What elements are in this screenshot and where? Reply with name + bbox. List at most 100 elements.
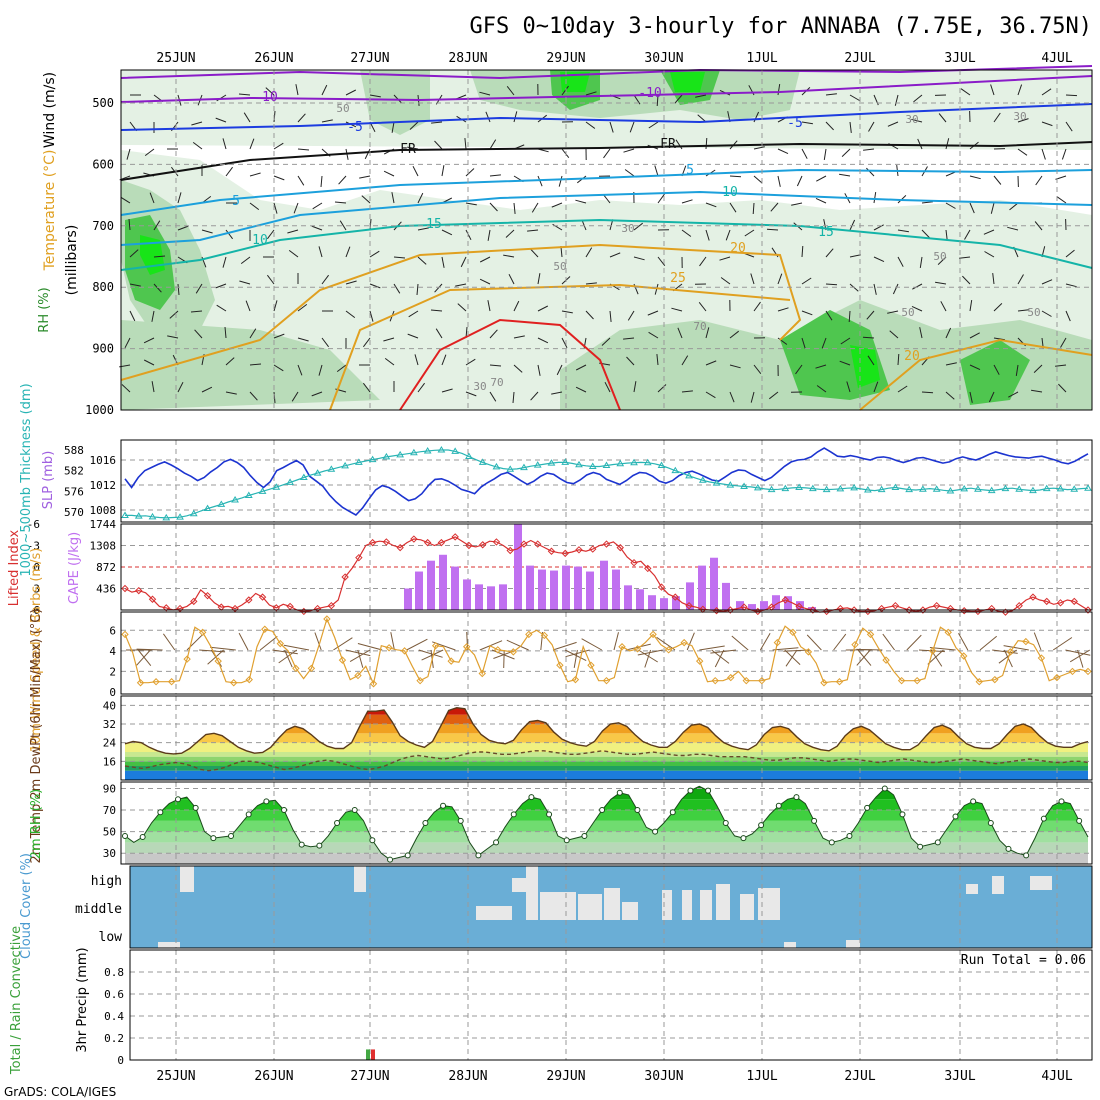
wind-barb	[489, 139, 497, 150]
rh-marker	[881, 785, 888, 792]
wind-barb	[873, 283, 877, 295]
lifted-index-marker	[382, 538, 391, 546]
rh-bands	[125, 786, 1088, 864]
wind-barb	[417, 192, 424, 204]
rh-marker	[192, 804, 199, 811]
cape-tick-label: 436	[96, 583, 116, 596]
wind-barb	[801, 337, 806, 349]
rh-marker	[740, 835, 747, 842]
wind-barb	[284, 649, 293, 668]
wind-barb	[647, 310, 659, 316]
rh-marker	[228, 832, 235, 839]
wind-speed-marker	[431, 642, 440, 650]
lifted-index-marker	[905, 606, 913, 614]
wind-speed-marker	[897, 676, 906, 685]
wind-barb	[243, 112, 251, 123]
wind-barb	[321, 337, 329, 348]
wind-barb	[391, 121, 395, 133]
cape-bar	[439, 554, 447, 610]
lifted-index-axis-label: Lifted Index	[7, 529, 22, 606]
wind-barb	[215, 283, 227, 289]
wind-speed-marker	[494, 646, 502, 654]
wind-barb	[321, 274, 329, 285]
wind-barb	[935, 281, 947, 285]
cape-tick-label: 1308	[90, 540, 117, 553]
wind-barb	[318, 364, 323, 376]
thickness-marker	[299, 473, 308, 481]
thickness-marker	[864, 485, 872, 493]
wind-speed-marker	[1022, 637, 1030, 646]
cape-bar	[451, 566, 459, 610]
wind-barb	[1069, 649, 1091, 663]
wind-speed-marker	[261, 625, 269, 633]
wind-barb	[561, 85, 569, 96]
thickness-marker	[437, 446, 446, 453]
wind-barb	[1035, 175, 1043, 186]
cape-bar	[600, 560, 608, 610]
wind-barb	[552, 641, 577, 651]
thickness-marker	[685, 471, 693, 479]
thickness-marker	[588, 462, 597, 470]
rh-marker	[457, 817, 464, 824]
wind-barb	[603, 148, 611, 159]
wind-barb	[623, 148, 635, 153]
lifted-index-marker	[809, 606, 817, 614]
thickness-marker	[410, 448, 418, 456]
precip-tick-label: 0.4	[104, 1010, 124, 1023]
wind-speed-marker	[556, 661, 564, 669]
wind-barb	[657, 256, 666, 267]
wind-barb	[421, 649, 444, 661]
rh-tick-label: 70	[103, 804, 116, 817]
wind-barb	[719, 256, 731, 261]
date-label-bottom: 26JUN	[254, 1069, 293, 1084]
isotherm-label: 5	[686, 163, 694, 178]
rh-label: 70	[490, 376, 503, 389]
wind-barb	[671, 307, 683, 312]
wind-barb	[979, 635, 998, 651]
isotherm	[399, 318, 621, 411]
rh-marker	[493, 839, 500, 846]
wind-barb	[273, 364, 284, 372]
thickness-marker	[987, 486, 996, 494]
cape-bar	[574, 566, 582, 610]
wind-barb	[1041, 148, 1046, 160]
thickness-marker	[850, 483, 859, 491]
wind-barb	[225, 166, 233, 177]
cape-bar	[499, 584, 507, 610]
thickness-marker	[396, 450, 405, 458]
thickness-marker	[341, 461, 349, 469]
wind-barb	[919, 327, 923, 339]
wind-barb	[766, 228, 779, 231]
wind-barb	[345, 89, 357, 96]
wind-barb	[126, 148, 131, 160]
wind-barb	[627, 310, 635, 321]
cape-bar	[796, 601, 804, 610]
wind-barb	[297, 364, 303, 376]
wind-barb	[833, 633, 847, 651]
temp-band	[125, 742, 1088, 752]
wind-barb	[785, 649, 798, 667]
date-label-bottom: 25JUN	[156, 1069, 195, 1084]
wind-barb	[151, 381, 155, 393]
lifted-index-marker	[148, 595, 157, 603]
wind-barb	[648, 121, 659, 129]
cape-bar	[538, 569, 546, 610]
lifted-index-marker	[258, 593, 267, 601]
wind-barb	[186, 634, 203, 651]
wind-barb	[369, 310, 374, 322]
wind-speed-marker	[463, 643, 471, 651]
wind-barb	[201, 386, 213, 393]
lifted-index-marker	[286, 602, 294, 611]
wind-barb	[505, 229, 515, 238]
wind-barb	[969, 202, 975, 214]
wind-barb	[990, 84, 995, 96]
thickness-marker	[575, 460, 583, 468]
rh-marker	[687, 787, 694, 794]
wind-barb	[637, 649, 663, 656]
thickness-marker	[616, 459, 625, 467]
wind-barb	[1041, 121, 1053, 127]
rh-label: 50	[1027, 306, 1040, 319]
temp-band	[125, 766, 1088, 771]
wind-barb	[297, 337, 309, 342]
cape-bar	[526, 565, 534, 610]
